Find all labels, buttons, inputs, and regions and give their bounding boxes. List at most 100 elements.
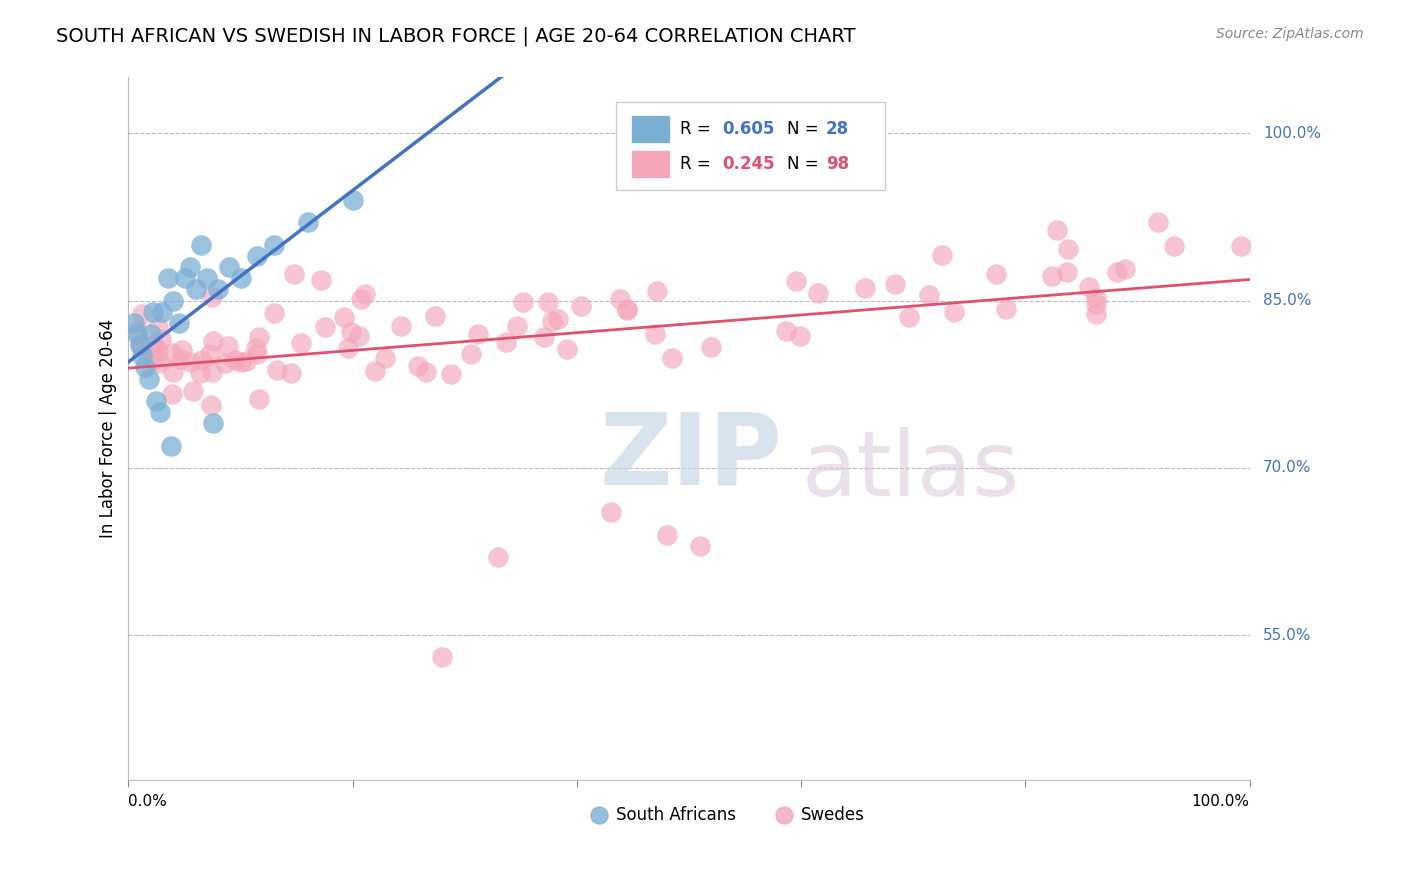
FancyBboxPatch shape <box>631 115 671 143</box>
Point <box>127 326 149 341</box>
Point <box>218 260 240 274</box>
Point <box>883 277 905 291</box>
Point <box>415 365 437 379</box>
Text: atlas: atlas <box>801 427 1019 515</box>
Point <box>616 303 638 318</box>
Text: 28: 28 <box>825 120 849 137</box>
Point <box>350 292 373 306</box>
Point <box>1230 239 1253 253</box>
Point <box>807 286 830 301</box>
Point <box>162 365 184 379</box>
Point <box>931 248 953 262</box>
Text: Source: ZipAtlas.com: Source: ZipAtlas.com <box>1216 27 1364 41</box>
Point <box>149 356 172 370</box>
Point <box>853 281 876 295</box>
Point <box>190 352 212 367</box>
Point <box>1042 268 1064 283</box>
Point <box>432 650 454 665</box>
Point <box>156 271 179 285</box>
Point <box>364 364 387 378</box>
Text: N =: N = <box>786 120 824 137</box>
Point <box>986 267 1008 281</box>
Text: R =: R = <box>681 155 716 173</box>
Point <box>943 304 966 318</box>
Text: 70.0%: 70.0% <box>1263 460 1312 475</box>
Point <box>785 274 807 288</box>
Point <box>775 324 797 338</box>
Point <box>200 398 222 412</box>
Point <box>644 327 666 342</box>
Point <box>160 386 183 401</box>
FancyBboxPatch shape <box>616 102 886 190</box>
Point <box>195 271 218 285</box>
Point <box>994 302 1017 317</box>
Point <box>354 287 377 301</box>
Point <box>1084 297 1107 311</box>
Point <box>145 343 167 357</box>
Text: 100.0%: 100.0% <box>1192 794 1250 808</box>
Point <box>506 319 529 334</box>
Point <box>488 550 510 565</box>
Point <box>374 351 396 365</box>
Point <box>139 326 162 341</box>
Point <box>217 339 239 353</box>
Point <box>142 304 165 318</box>
Point <box>297 215 319 229</box>
Point <box>179 260 201 274</box>
Point <box>917 287 939 301</box>
Point <box>247 392 270 407</box>
Point <box>1163 239 1185 253</box>
Point <box>495 334 517 349</box>
Text: 55.0%: 55.0% <box>1263 628 1312 642</box>
Point <box>150 332 173 346</box>
Point <box>1114 261 1136 276</box>
Point <box>342 193 364 207</box>
Point <box>1056 242 1078 256</box>
Point <box>1046 222 1069 236</box>
Point <box>146 320 169 334</box>
Point <box>337 341 360 355</box>
Point <box>609 292 631 306</box>
Point <box>789 329 811 343</box>
Point <box>201 290 224 304</box>
Point <box>263 237 285 252</box>
Text: South Africans: South Africans <box>616 806 737 824</box>
Text: 85.0%: 85.0% <box>1263 293 1312 308</box>
Point <box>143 353 166 368</box>
Point <box>314 320 336 334</box>
Point <box>172 343 194 357</box>
Point <box>131 349 153 363</box>
Point <box>460 347 482 361</box>
Point <box>146 344 169 359</box>
Text: SOUTH AFRICAN VS SWEDISH IN LABOR FORCE | AGE 20-64 CORRELATION CHART: SOUTH AFRICAN VS SWEDISH IN LABOR FORCE … <box>56 27 856 46</box>
Point <box>347 329 370 343</box>
Point <box>207 282 229 296</box>
Point <box>201 334 224 349</box>
Point <box>569 299 592 313</box>
Text: 0.605: 0.605 <box>723 120 775 137</box>
Point <box>547 312 569 326</box>
Point <box>533 330 555 344</box>
Point <box>408 359 430 373</box>
Point <box>160 438 183 452</box>
Text: R =: R = <box>681 120 716 137</box>
Point <box>181 384 204 398</box>
Point <box>224 352 246 367</box>
Point <box>266 363 288 377</box>
FancyBboxPatch shape <box>631 150 671 178</box>
Point <box>389 319 412 334</box>
Point <box>179 355 201 369</box>
Point <box>537 294 560 309</box>
Point <box>149 405 172 419</box>
Point <box>200 347 222 361</box>
Text: Swedes: Swedes <box>801 806 865 824</box>
Point <box>131 341 153 355</box>
Point <box>200 365 222 379</box>
Point <box>1085 307 1108 321</box>
Point <box>184 282 207 296</box>
Point <box>245 341 267 355</box>
Point <box>340 325 363 339</box>
Point <box>333 310 356 324</box>
Point <box>467 326 489 341</box>
Text: ZIP: ZIP <box>599 409 782 506</box>
